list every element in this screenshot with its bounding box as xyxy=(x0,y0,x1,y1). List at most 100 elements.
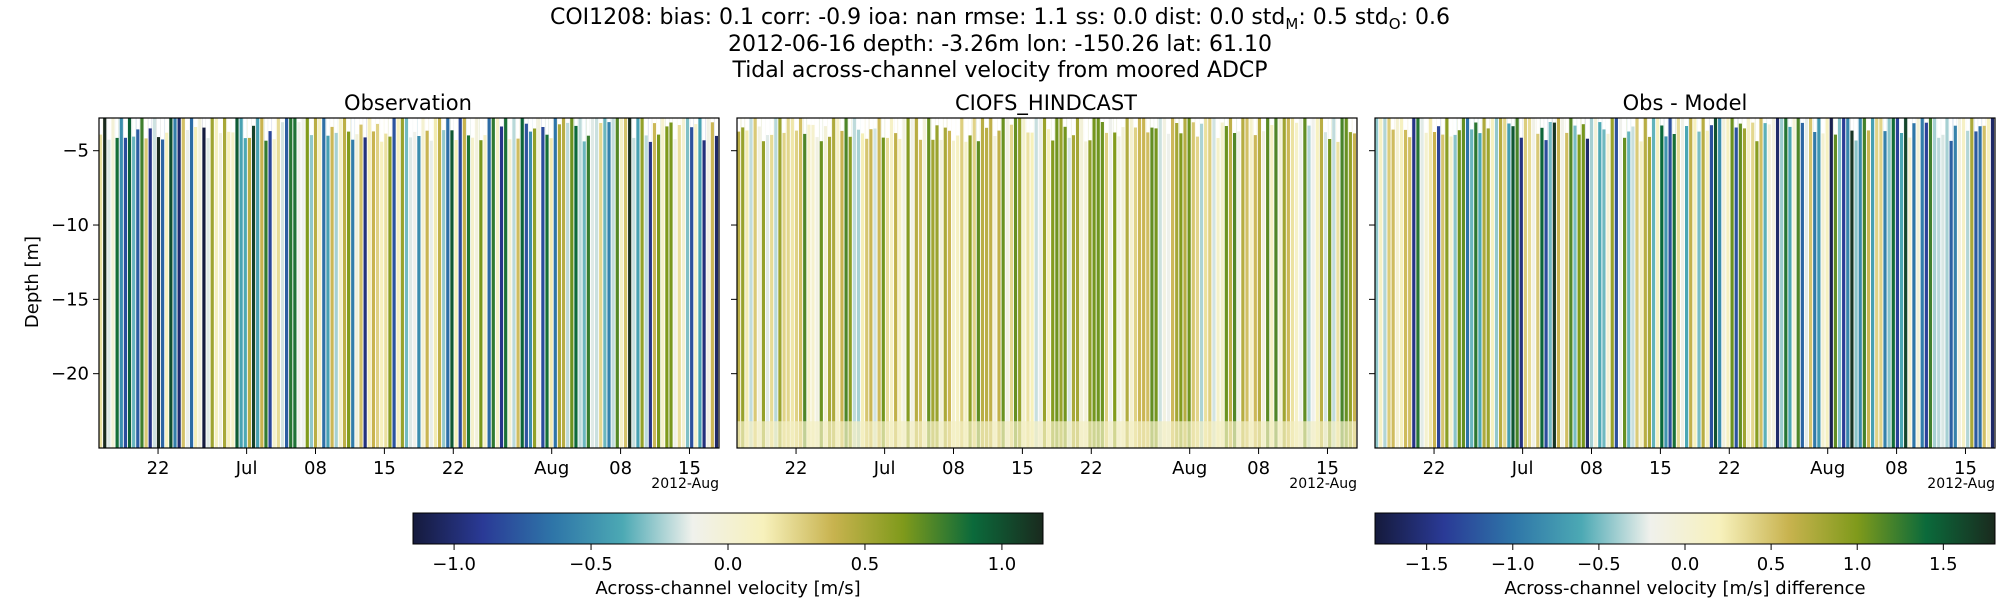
heatmap-stripe xyxy=(1067,118,1071,448)
heatmap-stripe xyxy=(1908,118,1912,448)
heatmap-gap xyxy=(1449,118,1453,137)
plot-frame xyxy=(736,117,1358,449)
heatmap-stripe xyxy=(1154,118,1158,448)
heatmap-stripe xyxy=(1307,118,1311,448)
heatmap-stripe xyxy=(1866,118,1871,448)
heatmap-stripe xyxy=(1437,118,1441,448)
heatmap-stripe xyxy=(1842,118,1846,448)
heatmap-gap xyxy=(185,118,190,130)
heatmap-gap xyxy=(1175,118,1179,123)
x-tick-label: Aug xyxy=(1810,458,1845,479)
heatmap-stripe xyxy=(737,118,741,448)
heatmap-gap xyxy=(1088,118,1092,141)
heatmap-gap xyxy=(657,118,661,135)
heatmap-stripe xyxy=(1270,118,1274,448)
heatmap-stripe xyxy=(1515,118,1519,448)
heatmap-gap xyxy=(508,118,512,140)
heatmap-stripe xyxy=(392,118,396,448)
heatmap-gap xyxy=(1606,118,1610,134)
heatmap-stripe xyxy=(1150,118,1154,448)
heatmap-stripe xyxy=(375,118,380,448)
heatmap-stripe xyxy=(161,118,165,448)
heatmap-stripe xyxy=(1837,118,1842,448)
heatmap-stripe xyxy=(1651,118,1656,448)
heatmap-stripe xyxy=(1986,118,1990,448)
heatmap-stripe xyxy=(1100,118,1104,448)
heatmap-gap xyxy=(1511,118,1515,127)
heatmap-stripe xyxy=(1693,118,1697,448)
heatmap-gap xyxy=(1026,118,1030,133)
heatmap-gap xyxy=(1833,118,1838,135)
heatmap-gap xyxy=(1113,118,1117,133)
heatmap-stripe xyxy=(1432,118,1437,448)
heatmap-gap xyxy=(334,118,338,133)
heatmap-stripe xyxy=(1319,118,1324,448)
colorbar-tick-label: 1.0 xyxy=(988,554,1017,575)
heatmap-stripe xyxy=(714,118,719,448)
heatmap-stripe xyxy=(827,118,832,448)
heatmap-stripe xyxy=(644,118,648,448)
heatmap-stripe xyxy=(1449,118,1453,448)
heatmap-gap xyxy=(694,118,698,125)
heatmap-stripe xyxy=(968,118,972,448)
colorbar-tick-label: 1.0 xyxy=(1843,554,1872,575)
heatmap-stripe xyxy=(173,118,177,448)
heatmap-stripe xyxy=(1833,118,1838,448)
heatmap-stripe xyxy=(1672,118,1676,448)
heatmap-gap xyxy=(935,118,939,126)
heatmap-gap xyxy=(280,118,285,123)
heatmap-gap xyxy=(1348,118,1352,133)
heatmap-stripe xyxy=(1606,118,1610,448)
heatmap-stripe xyxy=(450,118,454,448)
heatmap-stripe xyxy=(367,118,371,448)
heatmap-stripe xyxy=(1507,118,1511,448)
x-tick-label: 15 xyxy=(1011,458,1034,479)
heatmap-stripe xyxy=(749,118,753,448)
heatmap-stripe xyxy=(923,118,927,448)
heatmap-stripe xyxy=(648,118,652,448)
heatmap-gap xyxy=(1199,118,1204,124)
heatmap-stripe xyxy=(1299,118,1303,448)
heatmap-stripe xyxy=(765,118,770,448)
heatmap-stripe xyxy=(1961,118,1966,448)
heatmap-stripe xyxy=(264,118,268,448)
heatmap-gap xyxy=(115,118,119,138)
colorbar-tick-label: 0.5 xyxy=(1757,554,1786,575)
heatmap-stripe xyxy=(1532,118,1536,448)
heatmap-stripe xyxy=(1059,118,1063,448)
heatmap-gap xyxy=(1224,118,1228,126)
heatmap-stripe xyxy=(1850,118,1854,448)
heatmap-stripe xyxy=(1552,118,1556,448)
heatmap-gap xyxy=(417,118,421,136)
heatmap-stripe xyxy=(1352,118,1357,448)
x-tick-label: 22 xyxy=(1718,458,1741,479)
heatmap-gap xyxy=(673,118,677,140)
heatmap-stripe xyxy=(1544,118,1548,448)
heatmap-gap xyxy=(1030,118,1034,133)
heatmap-stripe xyxy=(280,118,285,448)
heatmap-stripe xyxy=(218,118,223,448)
heatmap-stripe xyxy=(487,118,491,448)
heatmap-stripe xyxy=(856,118,861,448)
heatmap-stripe xyxy=(1034,118,1038,448)
heatmap-stripe xyxy=(702,118,706,448)
x-tick-label: Jul xyxy=(873,458,896,479)
heatmap-gap xyxy=(757,118,761,127)
heatmap-gap xyxy=(1432,118,1437,132)
heatmap-stripe xyxy=(1486,118,1490,448)
heatmap-gap xyxy=(741,118,745,128)
heatmap-gap xyxy=(1598,118,1602,123)
heatmap-gap xyxy=(1685,118,1689,126)
heatmap-gap xyxy=(737,118,741,132)
heatmap-stripe xyxy=(1767,118,1771,448)
colorbar-tick-label: 1.5 xyxy=(1929,554,1958,575)
heatmap-gap xyxy=(964,118,968,142)
heatmap-stripe xyxy=(384,118,388,448)
heatmap-stripe xyxy=(774,118,778,448)
heatmap-stripe xyxy=(1055,118,1059,448)
heatmap-stripe xyxy=(947,118,952,448)
heatmap-gap xyxy=(1437,118,1441,127)
heatmap-stripe xyxy=(1018,118,1022,448)
heatmap-stripe xyxy=(1274,118,1278,448)
heatmap-stripe xyxy=(861,118,865,448)
